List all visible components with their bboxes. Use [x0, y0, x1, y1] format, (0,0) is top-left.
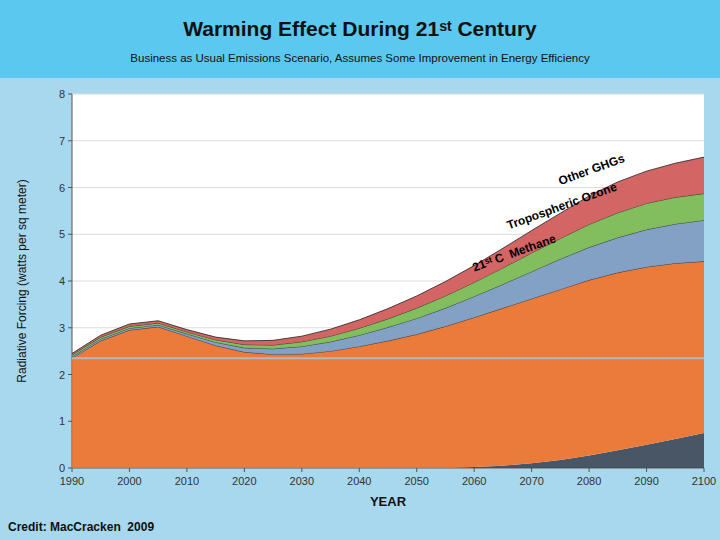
tick-label: 0: [59, 462, 65, 474]
tick: [68, 187, 72, 188]
tick-label: 4: [59, 275, 65, 287]
x-axis-label: YEAR: [370, 494, 407, 509]
tick: [68, 374, 72, 375]
credit: Credit: MacCracken 2009: [8, 520, 154, 534]
tick: [359, 468, 360, 472]
area: [72, 157, 704, 355]
tick-label: 2030: [290, 475, 314, 487]
tick-label: 2050: [404, 475, 428, 487]
tick: [129, 468, 130, 472]
tick-label: 2040: [347, 475, 371, 487]
annotation: Other GHGs: [557, 151, 627, 188]
y-axis-label: Radiative Forcing (watts per sq meter): [15, 179, 29, 382]
tick-label: 8: [59, 88, 65, 100]
chart: Warming Effect During 21ˢᵗ Century Busine…: [0, 0, 720, 540]
grid-line: [72, 140, 704, 141]
tick: [704, 468, 705, 472]
tick: [68, 281, 72, 282]
area: [72, 261, 704, 468]
tick: [68, 421, 72, 422]
plot-area: [72, 94, 704, 468]
tick: [531, 468, 532, 472]
tick: [646, 468, 647, 472]
background: [0, 0, 720, 540]
tick: [186, 468, 187, 472]
tick-label: 2020: [232, 475, 256, 487]
title: Warming Effect During 21ˢᵗ Century: [183, 17, 537, 40]
tick: [474, 468, 475, 472]
tick: [72, 468, 73, 472]
tick: [416, 468, 417, 472]
tick-label: 2060: [462, 475, 486, 487]
grid-line: [72, 94, 704, 95]
tick-label: 2010: [175, 475, 199, 487]
tick-label: 2070: [519, 475, 543, 487]
area-outline: [72, 194, 704, 355]
tick: [244, 468, 245, 472]
tick-label: 6: [59, 182, 65, 194]
annotation: Tropospheric Ozone: [505, 179, 619, 232]
area-outline: [72, 220, 704, 357]
tick-label: 2: [59, 369, 65, 381]
axes: 0 1 2 3 4 5 6 7 8 1990 2000 2010 2020 2030 2040 2050 206…: [59, 88, 716, 487]
tick: [589, 468, 590, 472]
tick: [68, 94, 72, 95]
tick-label: 1: [59, 415, 65, 427]
line: [72, 357, 704, 359]
tick: [301, 468, 302, 472]
tick: [68, 327, 72, 328]
area: [72, 194, 704, 357]
tick: [68, 234, 72, 235]
tick-label: 1990: [60, 475, 84, 487]
data: [72, 157, 704, 468]
area: [72, 220, 704, 358]
tick-label: 2090: [634, 475, 658, 487]
tick-label: 5: [59, 228, 65, 240]
header: [0, 0, 720, 78]
tick: [68, 468, 72, 469]
area-outline: [72, 157, 704, 353]
annotation: 21ˢᵗ C Methane: [470, 231, 558, 274]
tick-label: 2080: [577, 475, 601, 487]
tick-label: 2100: [692, 475, 716, 487]
tick: [68, 140, 72, 141]
tick-label: 2000: [117, 475, 141, 487]
tick-label: 7: [59, 135, 65, 147]
tick-label: 3: [59, 322, 65, 334]
subtitle: Business as Usual Emissions Scenario, As…: [130, 52, 590, 64]
